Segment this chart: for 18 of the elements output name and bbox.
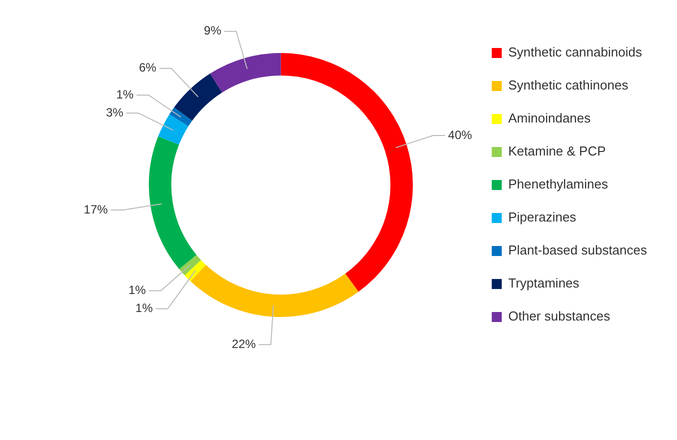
legend-label: Synthetic cannabinoids [508, 44, 642, 60]
data-label: 40% [448, 128, 472, 142]
data-label: 3% [106, 105, 124, 120]
legend-label: Ketamine & PCP [508, 144, 606, 159]
data-label: 1% [128, 283, 146, 298]
legend-label: Synthetic cathinones [508, 78, 629, 93]
data-label: 17% [84, 202, 108, 216]
legend-label: Tryptamines [508, 276, 580, 291]
data-label: 6% [139, 60, 157, 75]
legend-label: Piperazines [508, 210, 577, 225]
legend-label: Plant-based substances [508, 242, 648, 258]
data-label: 9% [204, 24, 222, 38]
data-label: 1% [116, 87, 134, 102]
data-label: 1% [135, 301, 154, 316]
legend-label: Other substances [508, 308, 611, 324]
legend-label: Aminoindanes [508, 110, 592, 126]
data-label: 22% [232, 336, 256, 351]
legend-label: Phenethylamines [508, 176, 608, 192]
